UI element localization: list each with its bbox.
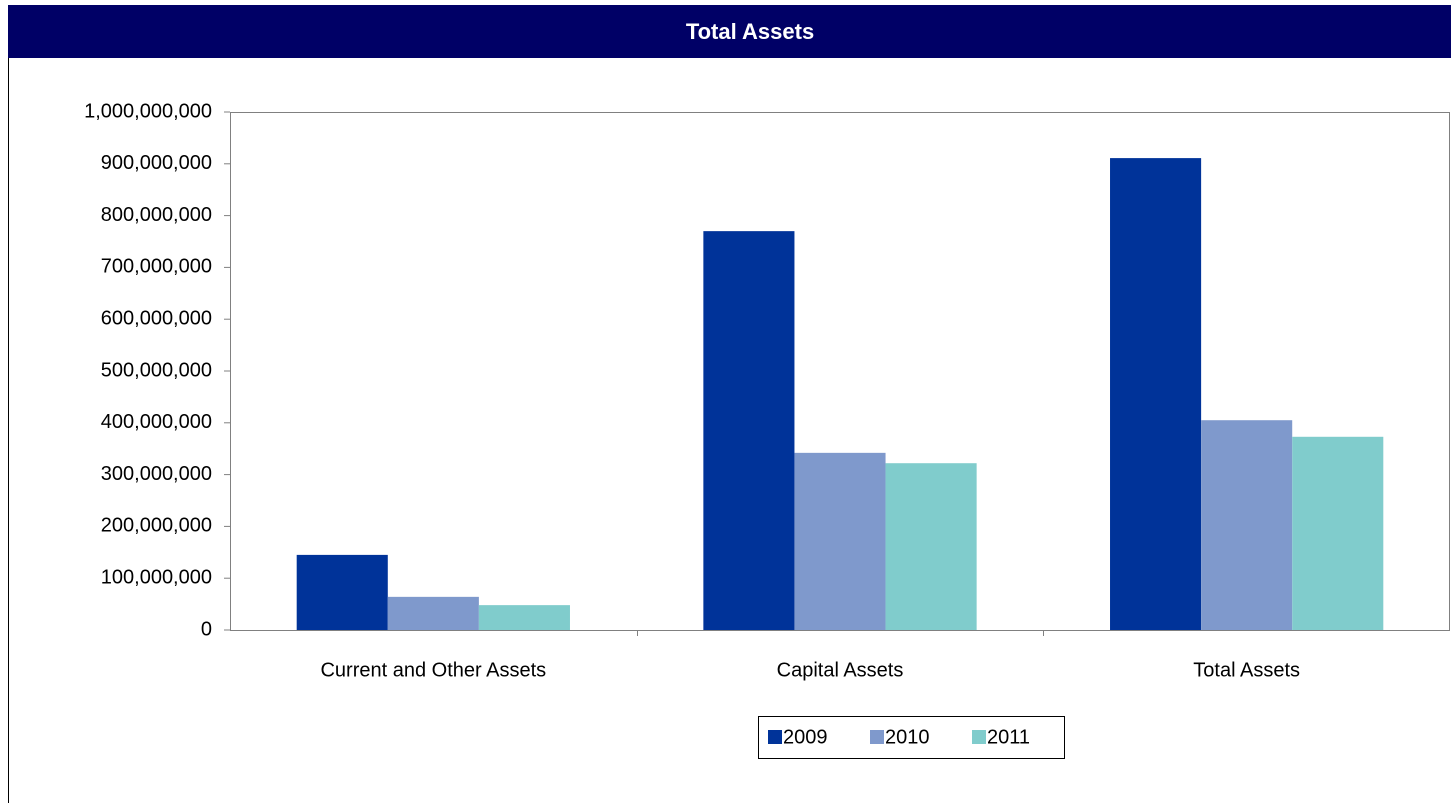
x-tick-label: Current and Other Assets (320, 659, 546, 681)
legend-label: 2009 (783, 726, 828, 748)
legend-swatch (972, 730, 986, 744)
y-tick-label: 100,000,000 (101, 566, 212, 588)
bar (1201, 420, 1293, 630)
legend-swatch (768, 730, 782, 744)
y-tick-label: 1,000,000,000 (84, 100, 212, 122)
y-tick-label: 400,000,000 (101, 411, 212, 433)
y-tick-label: 600,000,000 (101, 307, 212, 329)
y-tick-label: 700,000,000 (101, 256, 212, 278)
plot-frame (230, 112, 1450, 631)
title-bar (8, 5, 1451, 58)
x-tick-label: Total Assets (1193, 659, 1300, 681)
bar (703, 231, 795, 630)
chart-title: Total Assets (686, 19, 814, 44)
bar (1292, 436, 1384, 630)
y-tick-label: 800,000,000 (101, 204, 212, 226)
legend-label: 2010 (885, 726, 930, 748)
bar (296, 554, 388, 630)
x-tick-label: Capital Assets (777, 659, 904, 681)
bar (478, 605, 570, 630)
y-tick-label: 500,000,000 (101, 359, 212, 381)
y-tick-label: 300,000,000 (101, 463, 212, 485)
y-tick-label: 900,000,000 (101, 152, 212, 174)
legend-label: 2011 (987, 726, 1030, 748)
legend (758, 716, 1065, 759)
legend-swatch (870, 730, 884, 744)
y-tick-label: 200,000,000 (101, 515, 212, 537)
bar (885, 463, 977, 630)
bar (1110, 158, 1202, 631)
bar (387, 596, 479, 630)
y-tick-label: 0 (201, 618, 212, 640)
bar (794, 452, 886, 630)
